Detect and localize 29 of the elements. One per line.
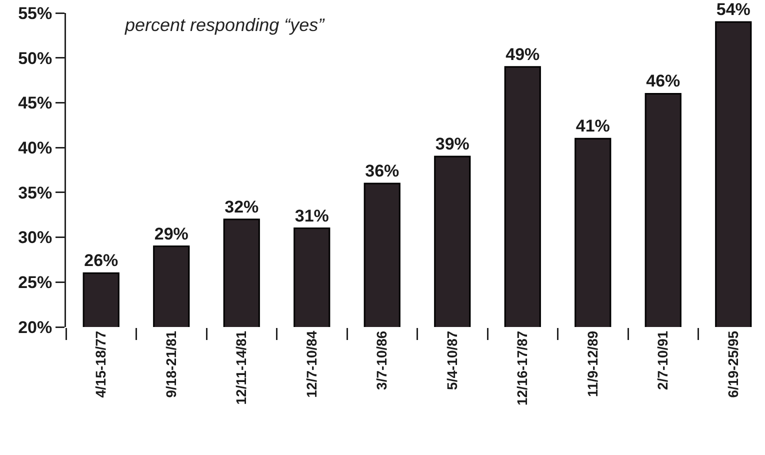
x-tick-label: 9/18-21/81 [162, 330, 179, 398]
annotation: percent responding “yes” [124, 15, 326, 35]
x-tick-label: 5/4-10/87 [444, 330, 460, 390]
x-tick-label: 3/7-10/86 [374, 330, 390, 390]
data-label: 39% [435, 134, 470, 154]
y-tick-label: 30% [18, 228, 52, 248]
y-tick-label: 50% [18, 48, 52, 68]
data-label: 29% [154, 224, 188, 244]
x-tick-label: 12/11-14/81 [233, 330, 250, 405]
y-tick-label: 20% [18, 318, 52, 337]
y-tick-label: 25% [18, 273, 52, 292]
x-tick-label: 2/7-10/91 [654, 330, 671, 390]
data-label: 31% [294, 206, 329, 226]
data-label: 41% [576, 116, 610, 136]
y-tick-label: 35% [18, 183, 52, 202]
data-label: 26% [84, 251, 118, 270]
data-label: 49% [506, 44, 540, 64]
y-tick-label: 55% [18, 4, 52, 23]
x-tick-label: 6/19-25/95 [724, 330, 741, 398]
x-tick-label: 11/9-12/89 [584, 330, 600, 397]
data-label: 32% [224, 197, 259, 216]
y-tick-label: 40% [18, 138, 52, 158]
x-tick-label: 12/7-10/84 [303, 330, 320, 398]
data-label: 36% [365, 161, 400, 180]
x-tick-label: 12/16-17/87 [514, 330, 530, 406]
y-tick-label: 45% [18, 94, 52, 113]
data-label: 46% [646, 72, 680, 91]
x-tick-label: 4/15-18/77 [92, 330, 109, 398]
data-label: 54% [716, 0, 750, 19]
